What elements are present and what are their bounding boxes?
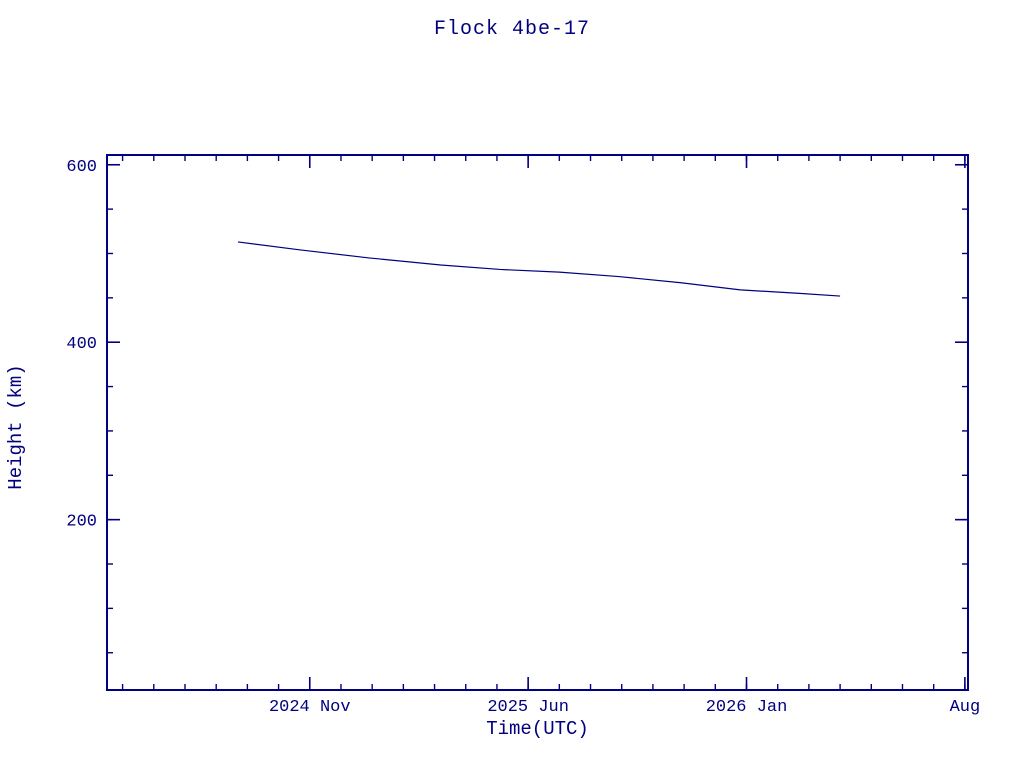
x-tick-label: Aug	[950, 698, 981, 717]
x-tick-label: 2025 Jun	[487, 698, 569, 717]
x-tick-label: 2024 Nov	[269, 698, 351, 717]
x-tick-label: 2026 Jan	[706, 698, 788, 717]
y-tick-label: 600	[66, 158, 97, 177]
plot-frame	[106, 154, 969, 691]
x-axis-title: Time(UTC)	[486, 718, 589, 740]
height-line	[237, 241, 841, 297]
y-tick-label: 200	[66, 513, 97, 532]
y-tick-label: 400	[66, 335, 97, 354]
chart-title: Flock 4be-17	[433, 18, 591, 41]
y-axis-title: Height (km)	[5, 364, 27, 490]
